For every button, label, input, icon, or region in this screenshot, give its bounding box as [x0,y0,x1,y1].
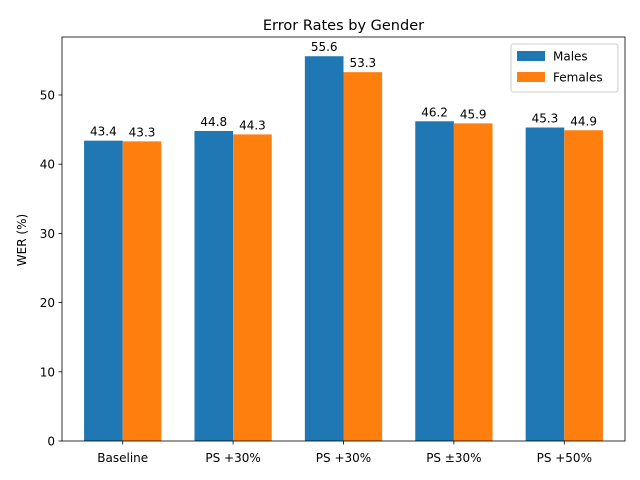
data-label-females-4: 44.9 [570,114,597,128]
bar-females-4 [564,130,603,441]
bars-group [84,56,603,442]
y-tick-label-2: 20 [40,296,55,310]
x-tick-label-4: PS +50% [537,451,592,465]
bar-males-2 [304,56,344,441]
bar-males-1 [194,130,234,441]
bar-females-2 [343,72,383,441]
data-label-males-1: 44.8 [200,115,227,129]
legend-swatch-males [517,51,545,61]
data-label-females-3: 45.9 [460,107,487,121]
chart-title: Error Rates by Gender [263,18,424,34]
data-label-females-1: 44.3 [239,118,266,132]
bar-males-0 [84,140,123,441]
legend: Males Females [510,43,619,93]
bar-males-3 [415,121,454,441]
data-label-males-4: 45.3 [532,112,559,126]
data-label-females-2: 53.3 [349,56,376,70]
data-label-females-0: 43.3 [129,125,156,139]
legend-label-males: Males [553,50,588,64]
y-tick-label-1: 10 [40,365,55,379]
y-tick-label-4: 40 [40,158,55,172]
x-tick-label-0: Baseline [97,451,148,465]
data-label-males-0: 43.4 [90,125,117,139]
bar-females-0 [122,141,162,441]
legend-label-females: Females [553,71,603,85]
y-tick-label-0: 0 [47,435,55,449]
y-tick-label-5: 50 [40,88,55,102]
data-label-males-3: 46.2 [421,105,448,119]
data-label-males-2: 55.6 [311,40,338,54]
axes-group: 0 10 20 30 40 50 Baseline PS +30% PS +30% PS ±30%… [40,36,626,465]
x-tick-label-2: PS +30% [316,451,371,465]
bar-males-4 [525,127,565,441]
x-tick-label-1: PS +30% [205,451,260,465]
data-labels-group: 43.4 44.8 55.6 46.2 45.3 43.3 44.3 53.3 45.9 44.9 [90,40,597,139]
x-tick-label-3: PS ±30% [426,451,481,465]
legend-swatch-females [517,72,545,82]
bar-females-1 [233,134,272,442]
bar-females-3 [453,123,493,441]
y-axis-title: WER (%) [15,214,29,266]
y-tick-label-3: 30 [40,227,55,241]
